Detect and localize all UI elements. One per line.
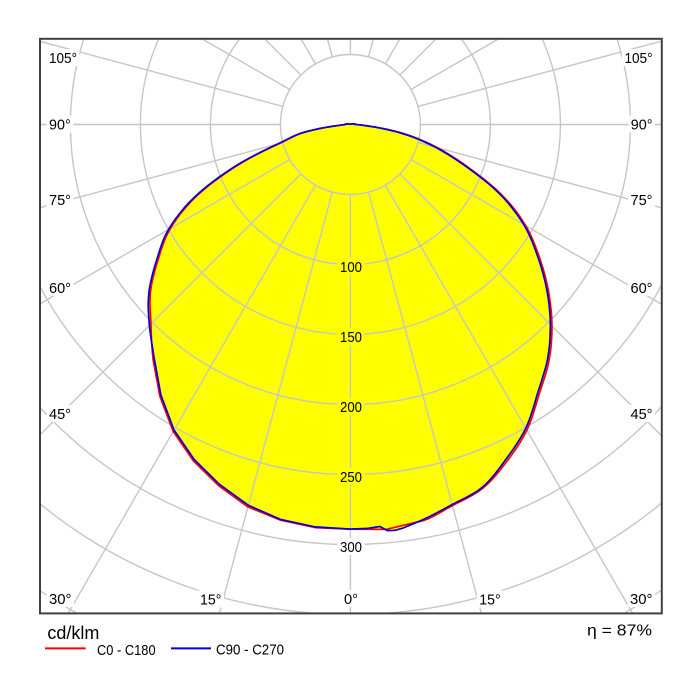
svg-text:90°: 90° xyxy=(49,116,71,133)
svg-text:105°: 105° xyxy=(625,50,653,67)
svg-text:250: 250 xyxy=(340,469,362,486)
svg-text:60°: 60° xyxy=(631,280,653,297)
svg-text:75°: 75° xyxy=(631,192,653,209)
svg-text:cd/klm: cd/klm xyxy=(47,622,99,643)
svg-text:300: 300 xyxy=(340,539,362,556)
svg-text:30°: 30° xyxy=(49,591,72,608)
svg-text:C0 - C180: C0 - C180 xyxy=(97,642,156,659)
svg-text:100: 100 xyxy=(340,259,362,276)
svg-text:15°: 15° xyxy=(200,591,221,608)
svg-text:105°: 105° xyxy=(49,50,77,67)
svg-text:45°: 45° xyxy=(631,406,653,423)
svg-text:90°: 90° xyxy=(631,116,653,133)
svg-text:200: 200 xyxy=(340,399,362,416)
svg-text:150: 150 xyxy=(340,329,362,346)
svg-text:45°: 45° xyxy=(49,406,71,423)
svg-text:75°: 75° xyxy=(49,192,71,209)
svg-text:η = 87%: η = 87% xyxy=(587,622,652,639)
svg-text:0°: 0° xyxy=(344,591,358,608)
svg-text:C90 - C270: C90 - C270 xyxy=(216,641,284,658)
svg-text:30°: 30° xyxy=(630,591,653,608)
svg-text:15°: 15° xyxy=(479,591,500,608)
svg-text:60°: 60° xyxy=(49,280,71,297)
